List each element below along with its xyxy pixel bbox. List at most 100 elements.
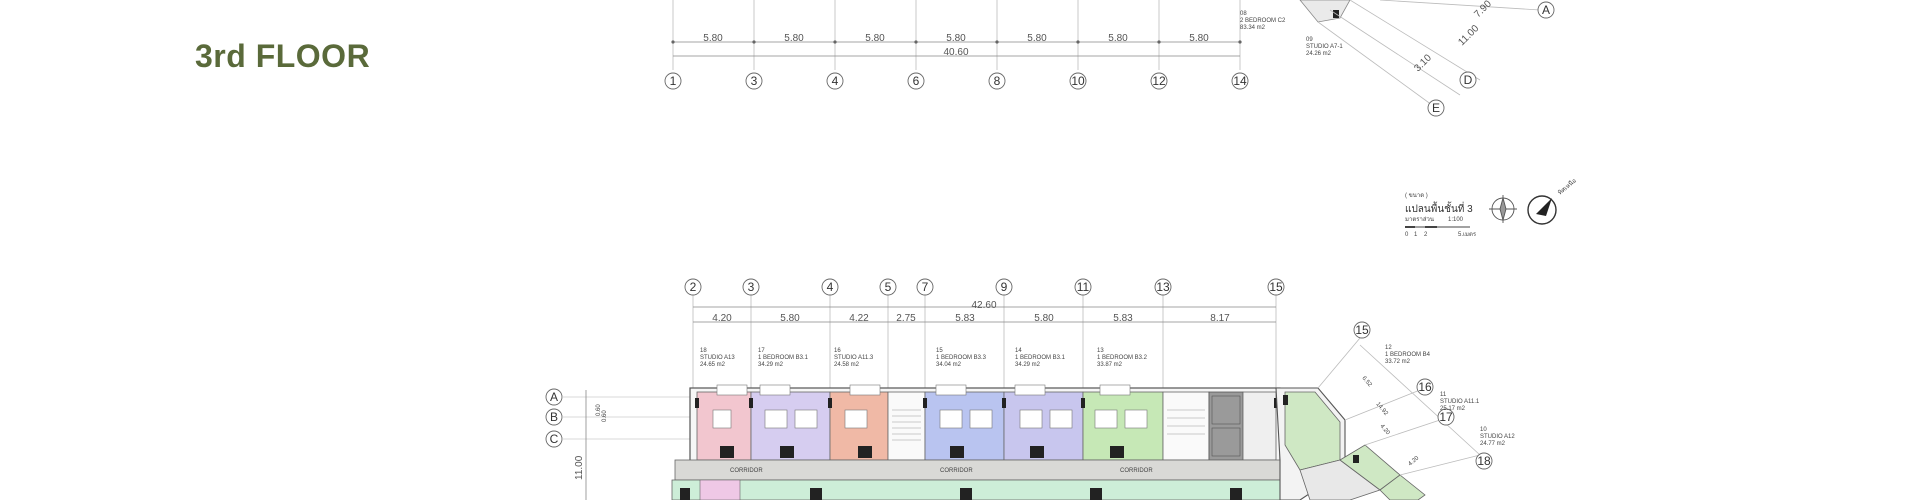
bottom-grid-bubble: 9 [1001,280,1008,294]
right-unit-type: STUDIO A11.1 [1440,399,1480,405]
bottom-seg-dim: 4.20 [712,313,732,324]
unit-label-type: 1 BEDROOM B3.2 [1097,355,1148,361]
top-plan: 5.80 5.80 5.80 5.80 5.80 5.80 5.80 40.60… [664,0,1555,117]
diag-grid-bubble: 15 [1355,323,1369,337]
north-arrow-icon [1527,195,1557,225]
top-diag-dim: 11.00 [1456,23,1481,48]
bottom-grid-bubble: 5 [885,280,892,294]
unit-label-type: 1 BEDROOM B3.1 [1015,355,1066,361]
north-label: ทิศเหนือ [1556,176,1578,196]
top-seg-dim: 5.80 [946,33,966,44]
top-diag-dim: 7.90 [1472,0,1494,20]
top-total-dim: 40.60 [943,47,968,58]
unit-label-area: 34.04 m2 [936,362,962,368]
right-unit-area: 24.77 m2 [1480,441,1506,447]
top-diag-bubble: E [1432,101,1440,115]
top-diag-dim: 3.10 [1412,52,1434,74]
unit-label-type: STUDIO A13 [700,355,735,361]
diag-grid-bubble: 17 [1439,410,1453,424]
bottom-seg-dim: 8.17 [1210,313,1230,324]
top-unit-type: 2 BEDROOM C2 [1240,18,1286,24]
legend-scale-label: มาตราส่วน [1405,216,1434,223]
row-letter-bubble: A [550,390,558,404]
top-grid-bubble: 14 [1233,74,1247,88]
top-unit-no: 09 [1306,37,1313,43]
unit-label-area: 24.65 m2 [700,362,726,368]
diag-dim: 14.92 [1374,401,1389,417]
bottom-grid-bubble: 11 [1077,280,1090,294]
right-unit-type: 1 BEDROOM B4 [1385,352,1431,358]
top-seg-dim: 5.80 [1189,33,1209,44]
top-grid-bubble: 8 [994,74,1001,88]
left-dim: 0.60 [596,404,602,416]
bottom-total-dim: 42.60 [971,300,996,311]
diag-grid-bubble: 18 [1477,454,1491,468]
unit-label-area: 33.87 m2 [1097,362,1123,368]
legend-scale: 1:100 [1448,217,1464,223]
bottom-grid-bubble: 7 [922,280,929,294]
corridor-label: CORRIDOR [940,468,973,474]
compass-rose-icon [1489,195,1517,223]
top-diag-bubble: A [1542,3,1550,17]
unit-label-area: 34.29 m2 [758,362,784,368]
bottom-seg-dim: 5.80 [1034,313,1054,324]
right-unit-type: STUDIO A12 [1480,434,1515,440]
left-dim: 0.60 [602,410,608,422]
legend-bar-tick: 2 [1424,232,1428,238]
top-grid-bubble: 12 [1152,74,1166,88]
diag-dim: 4.20 [1378,423,1391,436]
right-unit-no: 10 [1480,427,1487,433]
right-unit-no: 12 [1385,345,1392,351]
bottom-seg-dim: 2.75 [896,313,916,324]
top-unit-no: 08 [1240,11,1247,17]
corridor-label: CORRIDOR [1120,468,1153,474]
unit-label-type: STUDIO A11.3 [834,355,874,361]
corridor-label: CORRIDOR [730,468,763,474]
legend-bar-tick: 1 [1414,232,1418,238]
diag-dim: 6.52 [1360,375,1373,388]
legend-bar-tick: 5.เมตร [1458,231,1477,238]
row-letter-bubble: C [550,432,559,446]
unit-label-no: 15 [936,348,943,354]
bottom-grid-bubble: 13 [1156,280,1170,294]
top-diag-bubble: D [1464,73,1473,87]
top-seg-dim: 5.80 [703,33,723,44]
top-seg-dim: 5.80 [865,33,885,44]
legend-title: แปลนพื้นชั้นที่ 3 [1405,201,1473,215]
top-seg-dim: 5.80 [1108,33,1128,44]
left-dim: 11.00 [574,455,585,480]
top-grid-bubble: 3 [751,74,758,88]
bottom-grid-bubble: 15 [1269,280,1283,294]
top-grid-bubble: 1 [670,74,677,88]
diag-dim: 4.20 [1407,455,1420,468]
bottom-seg-dim: 5.83 [1113,313,1133,324]
legend-small-label: ( ขนาด ) [1405,193,1428,199]
bottom-grid-bubble: 4 [827,280,834,294]
top-grid-bubble: 10 [1071,74,1085,88]
top-seg-dim: 5.80 [1027,33,1047,44]
top-unit-area: 24.26 m2 [1306,51,1332,57]
plan-legend: ( ขนาด ) แปลนพื้นชั้นที่ 3 มาตราส่วน 1:1… [1405,176,1578,238]
row-letter-bubble: B [550,410,558,424]
unit-label-area: 34.29 m2 [1015,362,1041,368]
bottom-seg-dim: 5.80 [780,313,800,324]
top-grid-bubble: 4 [832,74,839,88]
bottom-plan: 2 3 4 5 7 9 11 13 15 42.60 4.20 5.80 4.2… [545,278,1515,500]
page-title: 3rd FLOOR [195,38,371,74]
bottom-seg-dim: 4.22 [849,313,869,324]
bottom-grid-bubble: 2 [690,280,697,294]
top-grid-bubble: 6 [913,74,920,88]
unit-label-area: 24.58 m2 [834,362,860,368]
top-unit-area: 83.34 m2 [1240,25,1266,31]
right-unit-area: 25.17 m2 [1440,406,1466,412]
unit-label-type: 1 BEDROOM B3.1 [758,355,809,361]
bottom-grid-bubble: 3 [748,280,755,294]
unit-label-no: 14 [1015,348,1022,354]
right-unit-no: 11 [1440,392,1447,398]
legend-bar-tick: 0 [1405,232,1409,238]
unit-label-no: 13 [1097,348,1104,354]
right-unit-area: 33.72 m2 [1385,359,1411,365]
bottom-seg-dim: 5.83 [955,313,975,324]
unit-label-type: 1 BEDROOM B3.3 [936,355,987,361]
